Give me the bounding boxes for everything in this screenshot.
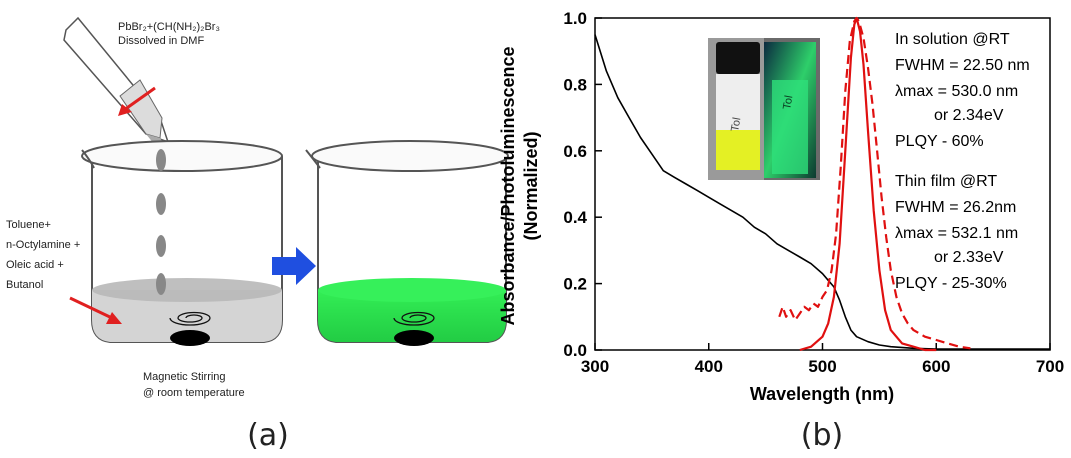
pl-film-curve [778, 16, 971, 350]
panel-b: 300 400 500 600 700 0.0 0.2 0.4 0.6 0.8 1.0 Absorb… [498, 9, 1064, 453]
panel-a: PbBr₂+(CH(NH₂)₂Br₃ Dissolved in DMF [6, 16, 509, 453]
solvent-label: Toluene+ n-Octylamine + Oleic acid + But… [6, 219, 80, 291]
y-tick-label: 0.6 [563, 142, 587, 161]
red-arrow-pipette [118, 86, 156, 116]
annotation: Thin film @RT [895, 173, 997, 190]
pl-solution-curve [799, 16, 937, 352]
y-tick-label: 0.8 [563, 75, 587, 94]
annotation: PLQY - 60% [895, 133, 984, 150]
panel-a-label: (a) [247, 418, 289, 453]
x-tick-label: 400 [695, 357, 723, 376]
annotation: λmax = 530.0 nm [895, 83, 1018, 100]
y-tick-label: 0.2 [563, 275, 587, 294]
vial-label: Tol [781, 95, 795, 111]
y-axis-title: Absorbance/Photoluminescence [498, 46, 518, 325]
stirring-text-2: @ room temperature [143, 387, 245, 399]
absorbance-curve [594, 34, 1050, 350]
annotation: PLQY - 25-30% [895, 275, 1007, 292]
beaker-initial [81, 140, 283, 346]
stirring-text: Magnetic Stirring [143, 371, 226, 383]
annotation: FWHM = 26.2nm [895, 199, 1016, 216]
y-axis-title-2: (Normalized) [521, 131, 541, 240]
y-tick-label: 0.4 [563, 208, 587, 227]
x-tick-label: 600 [922, 357, 950, 376]
red-arrow-liquid [69, 296, 122, 324]
solvent-line: Butanol [6, 279, 43, 291]
solvent-line: Oleic acid + [6, 259, 64, 271]
blue-arrow [272, 247, 316, 285]
x-tick-label: 500 [808, 357, 836, 376]
inset-photo: Tol Tol [708, 38, 820, 180]
solvent-line: n-Octylamine + [6, 239, 80, 251]
precursor-text: PbBr₂+(CH(NH₂)₂Br₃ [118, 21, 220, 33]
panel-b-label: (b) [801, 418, 843, 453]
drops [156, 149, 166, 295]
curves [594, 16, 1050, 352]
beaker-final [305, 140, 509, 346]
x-tick-label: 700 [1036, 357, 1064, 376]
annotation: or 2.33eV [934, 249, 1004, 266]
solvent-line: Toluene+ [6, 219, 51, 231]
annotations: In solution @RT FWHM = 22.50 nm λmax = 5… [895, 31, 1030, 292]
annotation: FWHM = 22.50 nm [895, 57, 1030, 74]
x-axis-title: Wavelength (nm) [750, 384, 894, 404]
x-tick-label: 300 [581, 357, 609, 376]
y-tick-label: 0.0 [563, 341, 587, 360]
annotation: λmax = 532.1 nm [895, 225, 1018, 242]
vial-label: Tol [729, 117, 743, 133]
axis-ticks: 300 400 500 600 700 0.0 0.2 0.4 0.6 0.8 1.0 [563, 9, 1064, 376]
precursor-text-2: Dissolved in DMF [118, 35, 204, 47]
y-tick-label: 1.0 [563, 9, 587, 28]
annotation: In solution @RT [895, 31, 1010, 48]
annotation: or 2.34eV [934, 107, 1004, 124]
